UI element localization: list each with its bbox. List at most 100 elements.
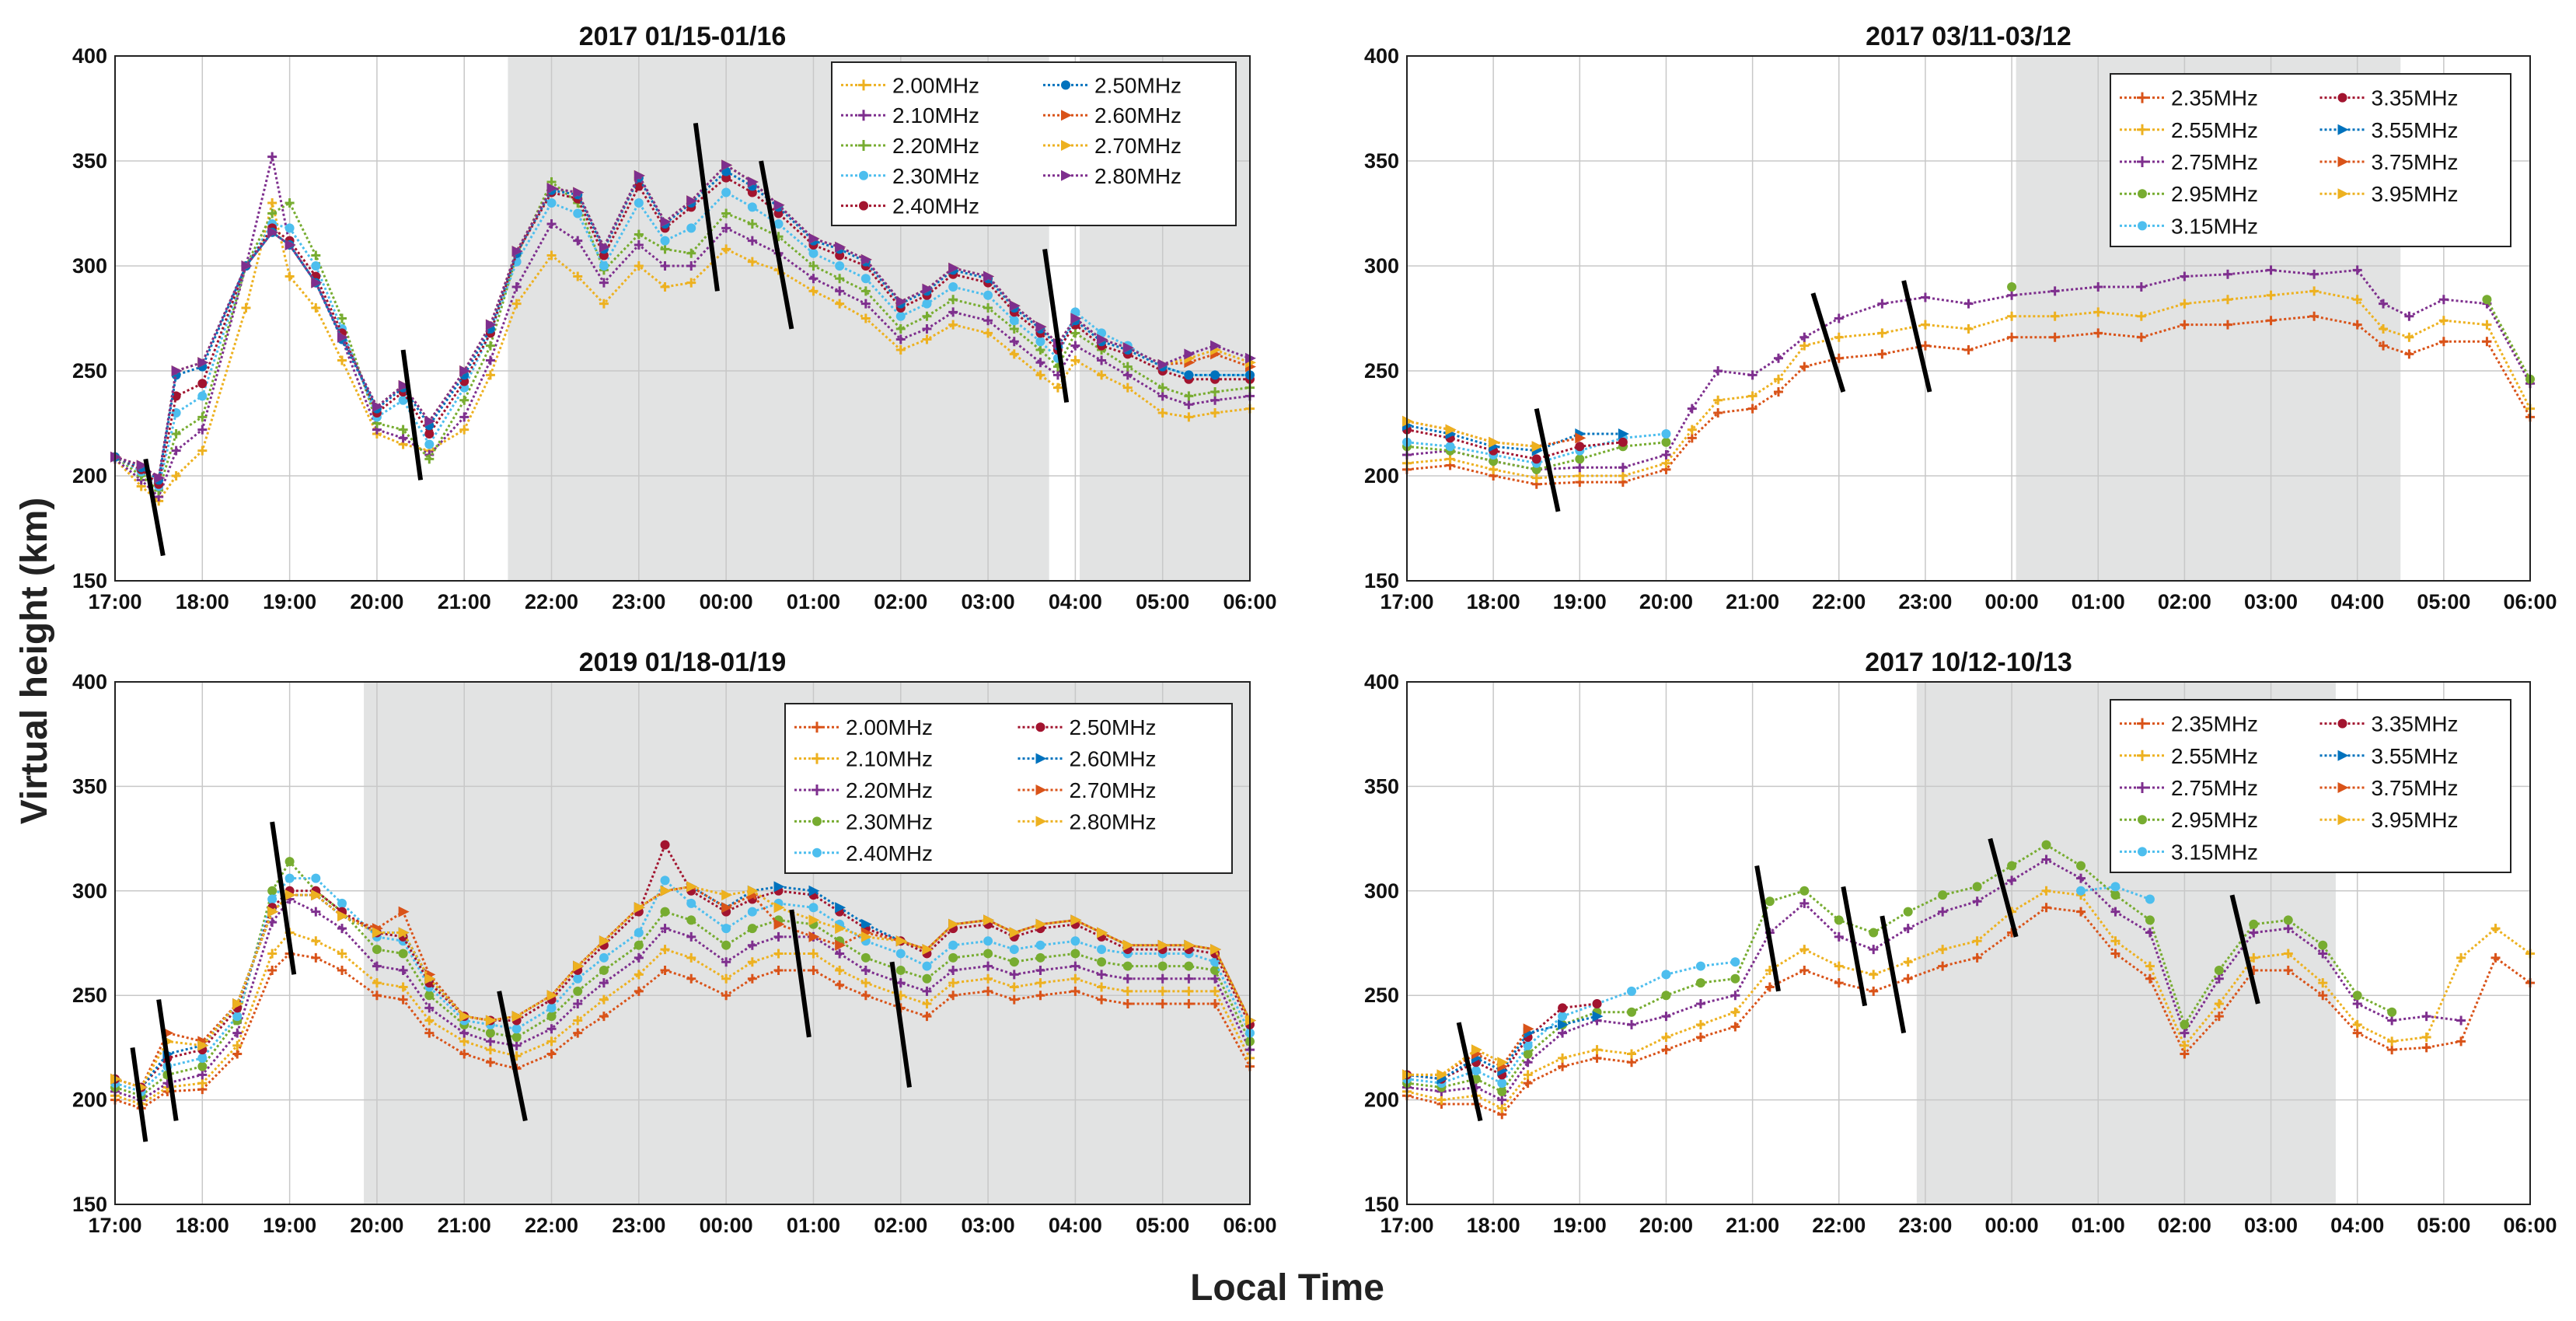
data-point [2249, 952, 2259, 963]
data-point [1877, 299, 1887, 309]
legend-label: 2.55MHz [2171, 744, 2258, 768]
data-point [835, 939, 846, 951]
data-point [2110, 949, 2120, 959]
data-point [424, 991, 435, 1001]
data-point [1869, 945, 1879, 955]
data-point [948, 965, 958, 975]
series-line [114, 156, 1251, 499]
panel-title: 2019 01/18-01/19 [579, 648, 787, 677]
data-point [686, 248, 696, 258]
data-point [485, 1015, 497, 1026]
data-point [1184, 391, 1194, 401]
data-point [1210, 340, 1222, 351]
data-point [197, 1078, 208, 1089]
data-point [773, 219, 784, 229]
data-point [1661, 1045, 1671, 1055]
data-point [2266, 265, 2276, 275]
x-tick-label: 03:00 [2244, 590, 2298, 613]
data-point [485, 1057, 495, 1068]
data-point [337, 898, 347, 908]
data-point [1661, 437, 1671, 447]
data-point [773, 965, 784, 975]
x-tick-label: 05:00 [2417, 590, 2470, 613]
data-point [511, 1024, 522, 1034]
data-point [948, 918, 960, 930]
data-point [2404, 349, 2414, 359]
data-point [2145, 894, 2155, 904]
data-point [1627, 1057, 1636, 1068]
data-point [1184, 961, 1194, 971]
data-point [983, 303, 993, 313]
data-point [1869, 986, 1879, 996]
phase-marker-line [156, 999, 179, 1121]
data-point [1713, 408, 1723, 418]
data-point [1070, 313, 1082, 324]
legend-marker [2137, 92, 2148, 103]
data-point [1730, 1022, 1740, 1032]
data-point [546, 183, 558, 194]
legend-marker [2337, 93, 2347, 103]
legend-label: 2.80MHz [1070, 809, 1157, 833]
x-tick-label: 19:00 [263, 1214, 316, 1237]
panel-2: 17:00 18:00 19:00 20:00 21:00 22:00 23:00 00:00… [1364, 22, 2557, 613]
phase-marker-line [1988, 837, 2019, 938]
legend-box [2110, 699, 2511, 873]
y-tick-label: 350 [1364, 149, 1399, 173]
data-point [241, 260, 253, 271]
y-tick-label: 200 [72, 464, 107, 488]
series-line [1406, 420, 1537, 448]
data-point [1035, 345, 1045, 355]
data-point [1618, 437, 1628, 447]
x-tick-label: 04:00 [2330, 1214, 2384, 1237]
data-point [1210, 986, 1220, 996]
data-point [948, 978, 958, 988]
data-point [311, 889, 323, 901]
data-point [1695, 998, 1705, 1008]
y-tick-label: 150 [72, 569, 107, 592]
data-point [2404, 332, 2414, 342]
data-point [1799, 332, 1810, 342]
data-point [171, 365, 183, 376]
x-tick-label: 02:00 [874, 1214, 927, 1237]
y-tick-label: 400 [1364, 670, 1399, 694]
data-point [485, 1045, 495, 1055]
data-point [2283, 949, 2293, 959]
data-point [1070, 986, 1080, 996]
axes-box [1406, 681, 2531, 1205]
legend-marker [1061, 110, 1072, 121]
data-point [2050, 286, 2060, 296]
data-point [2110, 890, 2120, 900]
phase-marker-line [789, 909, 812, 1038]
data-point [808, 286, 819, 296]
data-point [1730, 973, 1740, 984]
data-point [267, 886, 277, 896]
data-point [773, 918, 785, 930]
y-tick-label: 400 [72, 44, 107, 68]
data-point [860, 965, 871, 975]
data-point [1972, 952, 1982, 963]
data-point [311, 250, 321, 260]
data-point [1938, 890, 1948, 900]
data-point [2456, 1036, 2466, 1047]
data-point [1713, 395, 1723, 405]
data-point [747, 236, 757, 246]
data-point [573, 960, 585, 972]
legend-marker [2137, 750, 2148, 761]
data-point [459, 1049, 469, 1059]
data-point [721, 902, 733, 914]
data-point [1687, 404, 1697, 414]
data-point [2041, 854, 2051, 865]
series-line [114, 842, 1251, 1089]
data-point [1531, 441, 1543, 453]
data-point [267, 208, 277, 218]
data-point [1035, 978, 1045, 988]
legend-marker [812, 785, 822, 795]
panel-1: 17:00 18:00 19:00 20:00 21:00 22:00 23:00 00:00… [72, 22, 1277, 613]
data-point [2093, 282, 2103, 292]
data-point [1938, 907, 1948, 917]
data-point [372, 961, 382, 971]
data-point [1523, 1040, 1533, 1050]
data-point [1799, 898, 1810, 908]
data-point [2007, 332, 2017, 342]
data-point [860, 918, 872, 930]
